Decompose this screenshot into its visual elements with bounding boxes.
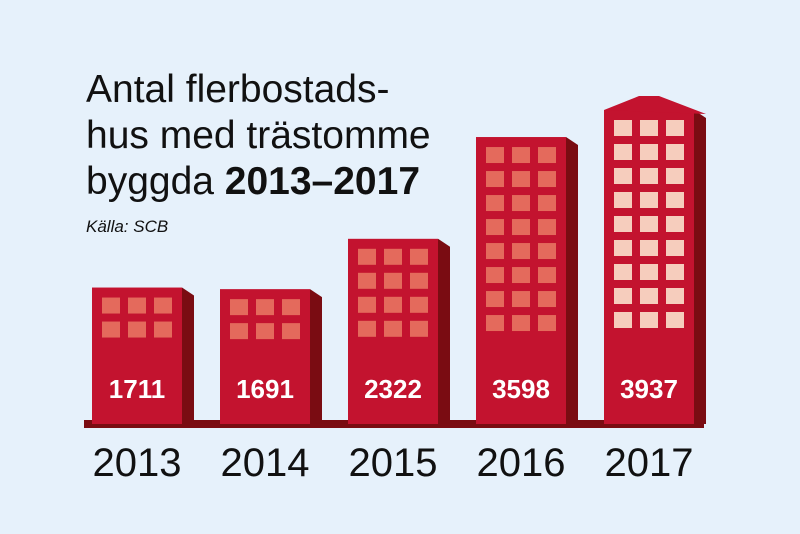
window — [666, 312, 684, 328]
bar-side — [438, 238, 450, 424]
window — [486, 267, 504, 284]
window — [486, 243, 504, 260]
window — [538, 219, 556, 236]
window — [640, 240, 658, 256]
window — [486, 315, 504, 332]
window — [358, 272, 376, 289]
window — [538, 171, 556, 188]
x-tick-label: 2017 — [605, 441, 694, 485]
value-label: 1711 — [109, 374, 165, 404]
window — [512, 195, 530, 212]
window — [358, 248, 376, 265]
window — [640, 120, 658, 136]
chart-title: Antal flerbostads- — [86, 68, 390, 111]
value-label: 1691 — [236, 374, 294, 404]
window — [614, 288, 632, 304]
value-label: 3937 — [620, 374, 678, 404]
window — [640, 312, 658, 328]
window — [230, 299, 248, 316]
window — [666, 144, 684, 160]
window — [512, 219, 530, 236]
window — [384, 272, 402, 289]
window — [640, 216, 658, 232]
window — [358, 296, 376, 313]
window — [640, 264, 658, 280]
window — [666, 288, 684, 304]
window — [538, 243, 556, 260]
window — [538, 267, 556, 284]
window — [486, 195, 504, 212]
window — [614, 144, 632, 160]
window — [538, 147, 556, 164]
chart-title-part: byggda — [86, 160, 214, 203]
window — [512, 267, 530, 284]
roof — [604, 96, 706, 114]
window — [102, 321, 120, 338]
window — [666, 120, 684, 136]
window — [666, 264, 684, 280]
window — [640, 192, 658, 208]
window — [486, 147, 504, 164]
value-label: 2322 — [364, 374, 422, 404]
value-label: 3598 — [492, 374, 550, 404]
window — [486, 171, 504, 188]
window — [538, 315, 556, 332]
window — [614, 216, 632, 232]
bar-side — [694, 110, 706, 424]
window — [128, 297, 146, 314]
window — [154, 297, 172, 314]
window — [614, 192, 632, 208]
source: Källa: SCB — [86, 217, 168, 236]
window — [358, 320, 376, 337]
window — [512, 171, 530, 188]
window — [486, 219, 504, 236]
chart-title: hus med trästomme — [86, 114, 431, 157]
window — [410, 320, 428, 337]
bar-side — [310, 289, 322, 424]
window — [256, 323, 274, 340]
window — [128, 321, 146, 338]
x-tick-label: 2016 — [477, 441, 566, 485]
bar-side — [182, 287, 194, 424]
window — [512, 243, 530, 260]
window — [486, 291, 504, 308]
x-tick-label: 2014 — [221, 441, 310, 485]
window — [640, 288, 658, 304]
window — [384, 296, 402, 313]
window — [538, 291, 556, 308]
window — [384, 248, 402, 265]
window — [410, 272, 428, 289]
chart-title-emphasis: 2013–2017 — [225, 160, 420, 203]
window — [512, 291, 530, 308]
window — [410, 296, 428, 313]
window — [384, 320, 402, 337]
window — [666, 216, 684, 232]
bar-side — [566, 137, 578, 424]
x-tick-label: 2013 — [93, 441, 182, 485]
window — [282, 323, 300, 340]
window — [666, 168, 684, 184]
window — [614, 168, 632, 184]
window — [102, 297, 120, 314]
window — [614, 312, 632, 328]
window — [666, 240, 684, 256]
window — [640, 168, 658, 184]
window — [512, 315, 530, 332]
window — [538, 195, 556, 212]
window — [614, 240, 632, 256]
x-tick-label: 2015 — [349, 441, 438, 485]
window — [282, 299, 300, 316]
window — [230, 323, 248, 340]
window — [512, 147, 530, 164]
window — [154, 321, 172, 338]
window — [614, 264, 632, 280]
window — [614, 120, 632, 136]
window — [256, 299, 274, 316]
chart-title: byggda 2013–2017 — [86, 160, 420, 203]
window — [410, 248, 428, 265]
window — [640, 144, 658, 160]
window — [666, 192, 684, 208]
